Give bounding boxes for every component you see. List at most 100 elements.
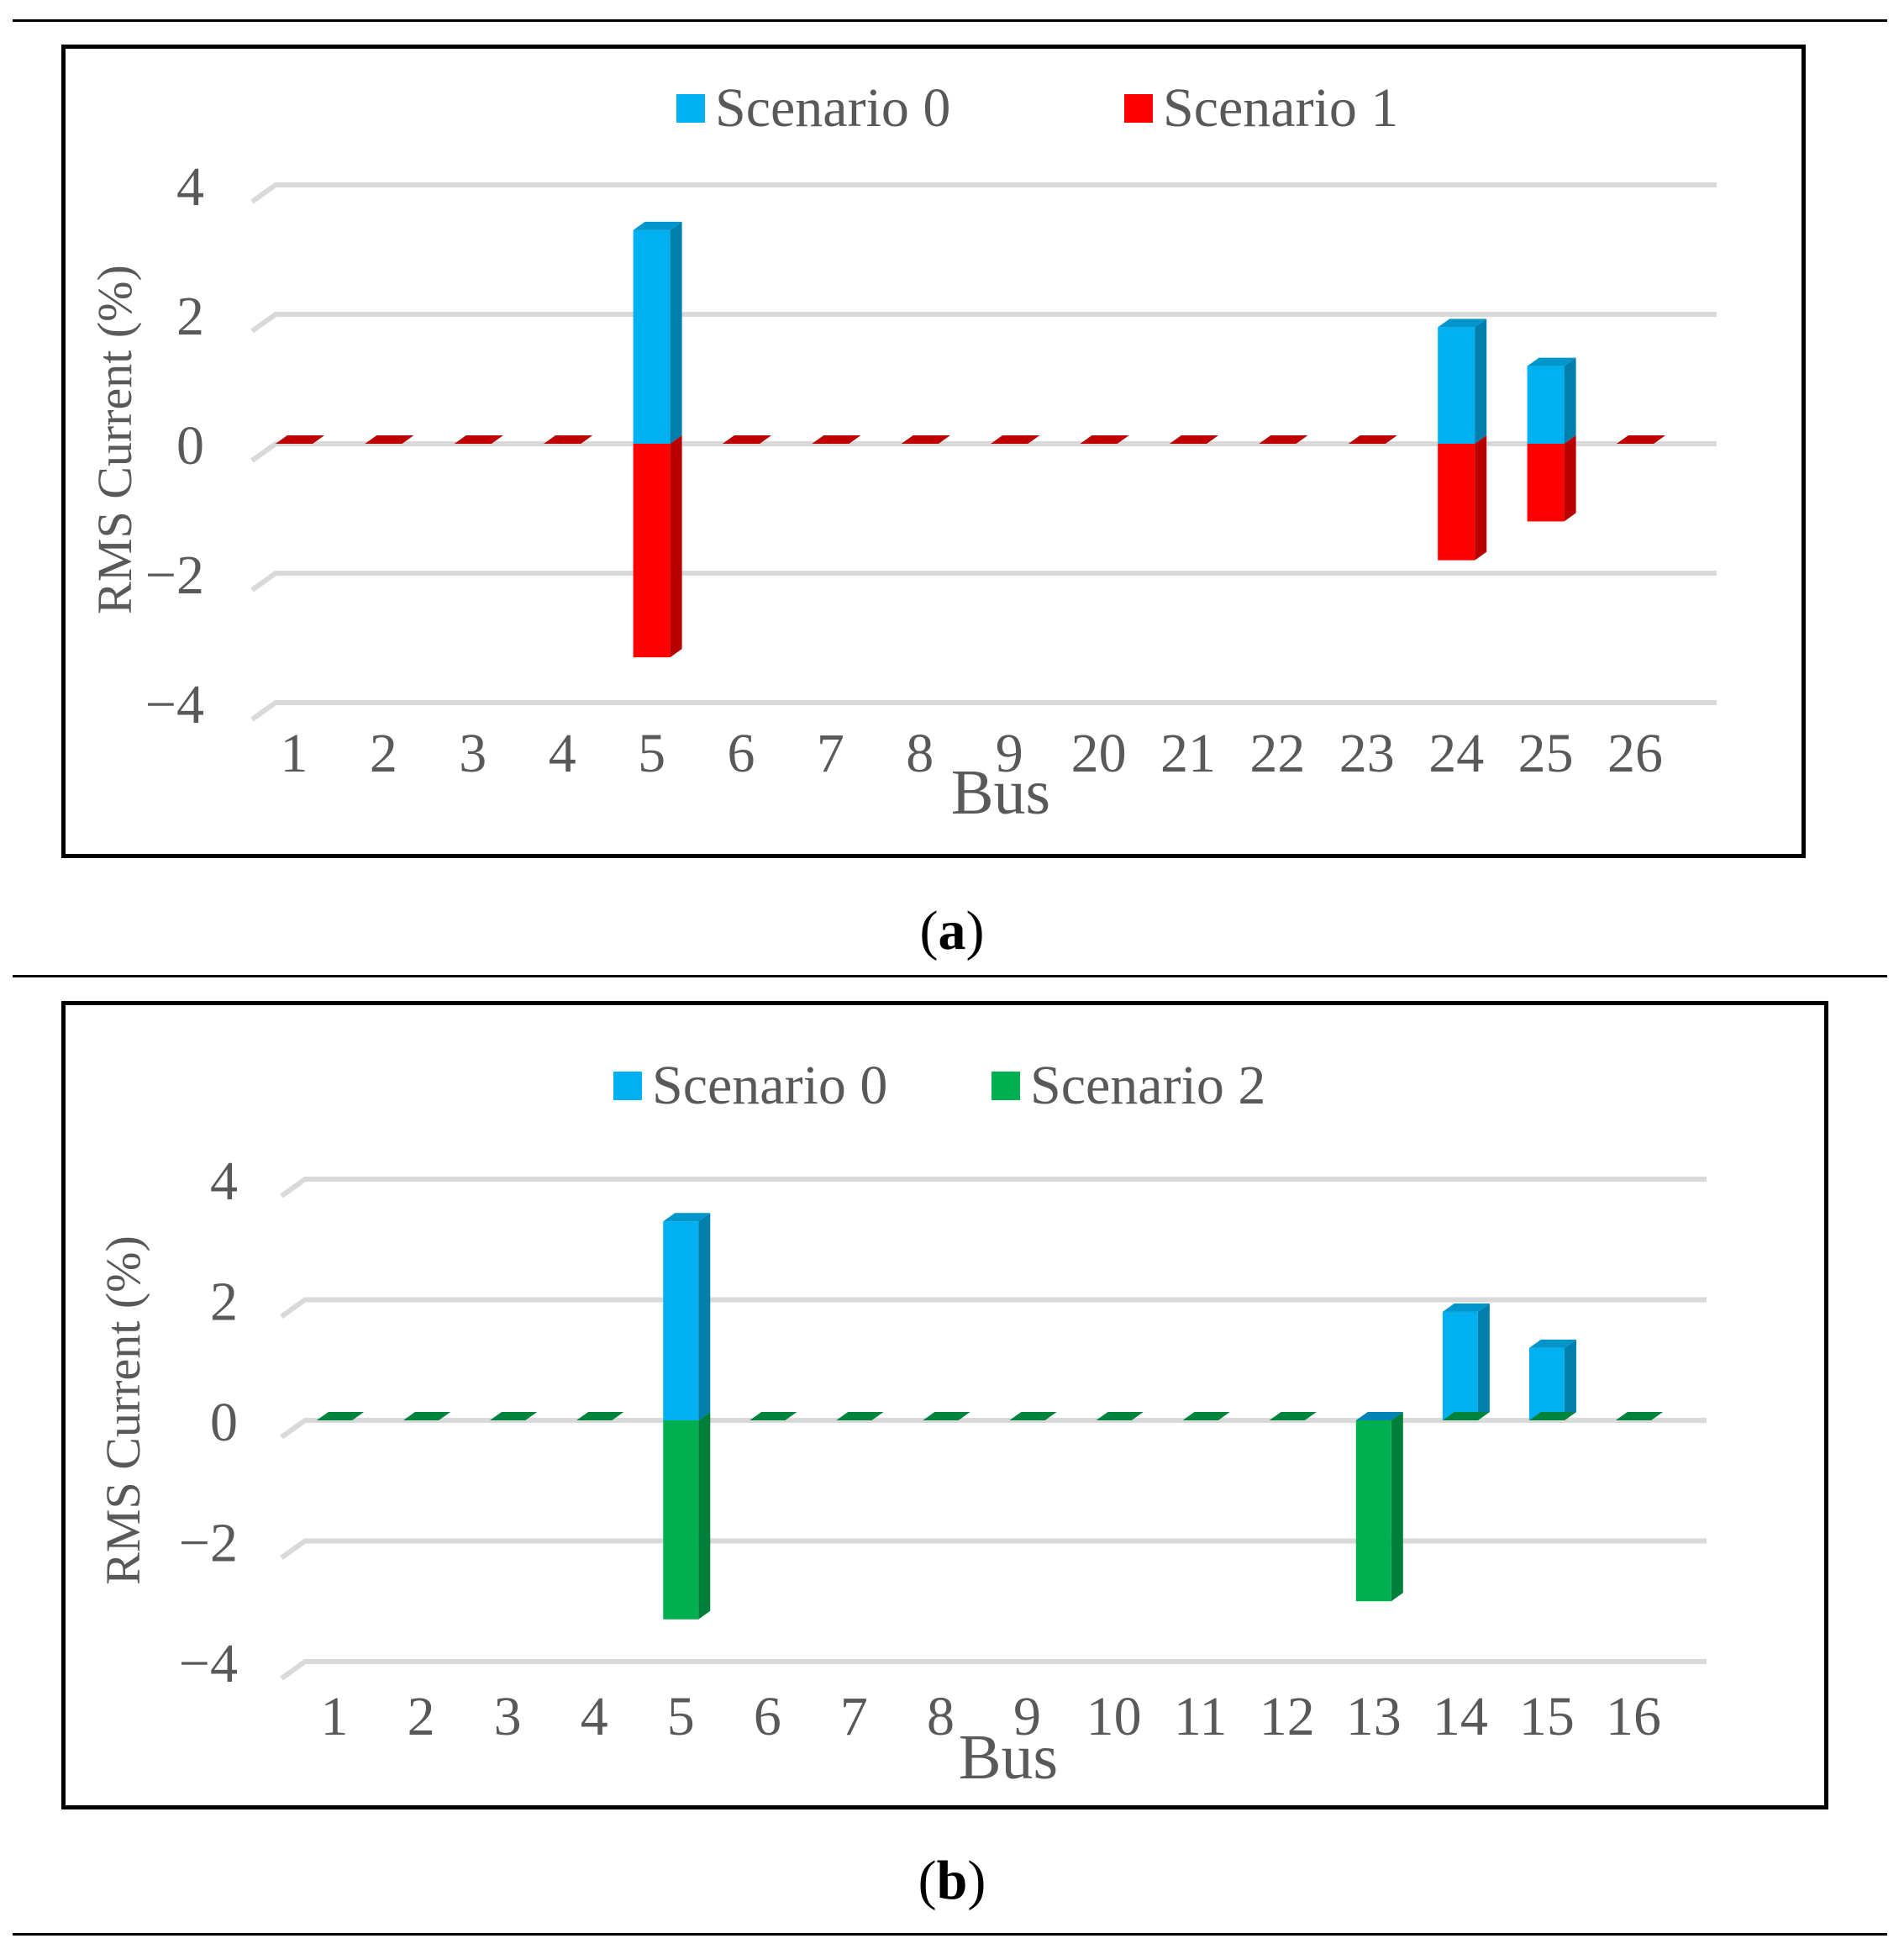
gridline xyxy=(250,441,1717,463)
bar-scenario-1-1 xyxy=(276,435,324,444)
bar-side-face xyxy=(670,221,682,444)
bar-scenario-0-25 xyxy=(1527,357,1576,444)
bar-side-face xyxy=(1564,1339,1576,1420)
bar-front-face xyxy=(633,229,671,444)
x-tick-label: 10 xyxy=(1086,1686,1142,1747)
bar-scenario-1-4 xyxy=(544,435,593,444)
y-tick-label: −4 xyxy=(145,674,204,735)
bar-top-face xyxy=(1096,1412,1144,1420)
x-tick-label: 23 xyxy=(1339,723,1395,784)
bar-scenario-1-24 xyxy=(1438,435,1487,561)
bar-scenario-2-11 xyxy=(1182,1412,1230,1420)
bar-top-face xyxy=(544,435,593,444)
bar-scenario-2-14 xyxy=(1442,1412,1490,1420)
bar-top-face xyxy=(1617,435,1665,444)
gridline xyxy=(250,182,1717,204)
y-tick-label: 4 xyxy=(210,1151,238,1212)
bar-top-face xyxy=(1348,435,1397,444)
y-tick-label: 2 xyxy=(176,286,204,347)
x-tick-label: 14 xyxy=(1433,1686,1488,1747)
x-tick-label: 9 xyxy=(1013,1686,1041,1747)
bar-top-face xyxy=(723,435,771,444)
bar-top-face xyxy=(663,1213,711,1222)
bar-scenario-2-4 xyxy=(576,1412,624,1420)
bar-scenario-1-2 xyxy=(365,435,414,444)
bar-front-face xyxy=(1527,366,1565,444)
bar-scenario-2-6 xyxy=(750,1412,797,1420)
x-tick-label: 26 xyxy=(1607,723,1663,784)
bar-scenario-2-7 xyxy=(836,1412,884,1420)
bar-scenario-0-24 xyxy=(1438,319,1487,444)
legend-swatch xyxy=(676,94,705,123)
bar-scenario-1-25 xyxy=(1527,435,1576,522)
x-tick-label: 7 xyxy=(817,723,844,784)
y-tick-label: 4 xyxy=(176,156,204,218)
bar-top-face xyxy=(991,435,1040,444)
bar-side-face xyxy=(1475,435,1487,561)
bar-top-face xyxy=(403,1412,451,1420)
x-tick-label: 21 xyxy=(1160,723,1216,784)
bar-front-face xyxy=(1528,1347,1565,1420)
bar-top-face xyxy=(923,1412,970,1420)
caption-b: (b) xyxy=(918,1850,986,1911)
x-tick-label: 24 xyxy=(1428,723,1484,784)
x-axis-title: Bus xyxy=(959,1722,1058,1793)
bar-side-face xyxy=(1564,435,1576,522)
bar-top-face xyxy=(1616,1412,1663,1420)
legend-label: Scenario 2 xyxy=(1030,1055,1265,1116)
x-tick-label: 2 xyxy=(408,1686,435,1747)
x-tick-label: 5 xyxy=(638,723,665,784)
bar-top-face xyxy=(1182,1412,1230,1420)
x-tick-label: 12 xyxy=(1260,1686,1315,1747)
bar-front-face xyxy=(663,1221,699,1420)
x-tick-label: 11 xyxy=(1174,1686,1228,1747)
bar-top-face xyxy=(1269,1412,1317,1420)
gridline xyxy=(250,700,1717,722)
bar-top-face xyxy=(750,1412,797,1420)
bar-side-face xyxy=(698,1412,711,1620)
x-tick-label: 4 xyxy=(549,723,576,784)
bar-top-face xyxy=(1259,435,1308,444)
legend-swatch xyxy=(613,1072,642,1100)
gridline xyxy=(250,312,1717,334)
x-tick-label: 16 xyxy=(1606,1686,1661,1747)
bar-scenario-1-22 xyxy=(1259,435,1308,444)
bar-side-face xyxy=(698,1213,711,1420)
x-tick-label: 1 xyxy=(281,723,308,784)
bar-scenario-1-5 xyxy=(633,435,682,658)
x-tick-label: 6 xyxy=(728,723,755,784)
legend-label: Scenario 1 xyxy=(1163,77,1398,139)
bar-scenario-1-9 xyxy=(991,435,1040,444)
bar-top-face xyxy=(1528,1339,1576,1348)
bar-scenario-2-5 xyxy=(663,1412,711,1620)
bar-scenario-1-3 xyxy=(454,435,503,444)
bar-front-face xyxy=(1527,444,1565,522)
bar-top-face xyxy=(901,435,950,444)
y-axis-title: RMS Current (%) xyxy=(96,1235,150,1585)
bar-scenario-2-2 xyxy=(403,1412,451,1420)
bar-scenario-2-12 xyxy=(1269,1412,1317,1420)
gridline xyxy=(250,571,1717,593)
x-tick-label: 8 xyxy=(927,1686,955,1747)
bar-scenario-2-3 xyxy=(490,1412,538,1420)
gridline xyxy=(280,1418,1707,1440)
legend-label: Scenario 0 xyxy=(652,1055,887,1116)
bar-scenario-0-14 xyxy=(1442,1303,1490,1420)
bar-top-face xyxy=(454,435,503,444)
x-tick-label: 5 xyxy=(667,1686,695,1747)
middle-rule xyxy=(13,975,1887,977)
bar-front-face xyxy=(1438,327,1475,444)
bar-scenario-1-26 xyxy=(1617,435,1665,444)
top-rule xyxy=(13,19,1887,22)
bar-side-face xyxy=(1477,1303,1490,1420)
x-tick-label: 22 xyxy=(1249,723,1305,784)
x-axis-title: Bus xyxy=(951,757,1050,828)
bar-front-face xyxy=(663,1420,699,1620)
x-tick-label: 1 xyxy=(321,1686,349,1747)
caption-a: (a) xyxy=(919,900,985,961)
chart-panel-a: −4 −2 0 2 4 1 2 3 4 5 6 7 8 9 20 21 22 23 24 25 26 Bus RMS Cur… xyxy=(61,45,1806,858)
x-tick-label: 25 xyxy=(1518,723,1574,784)
bar-scenario-2-15 xyxy=(1528,1412,1576,1420)
